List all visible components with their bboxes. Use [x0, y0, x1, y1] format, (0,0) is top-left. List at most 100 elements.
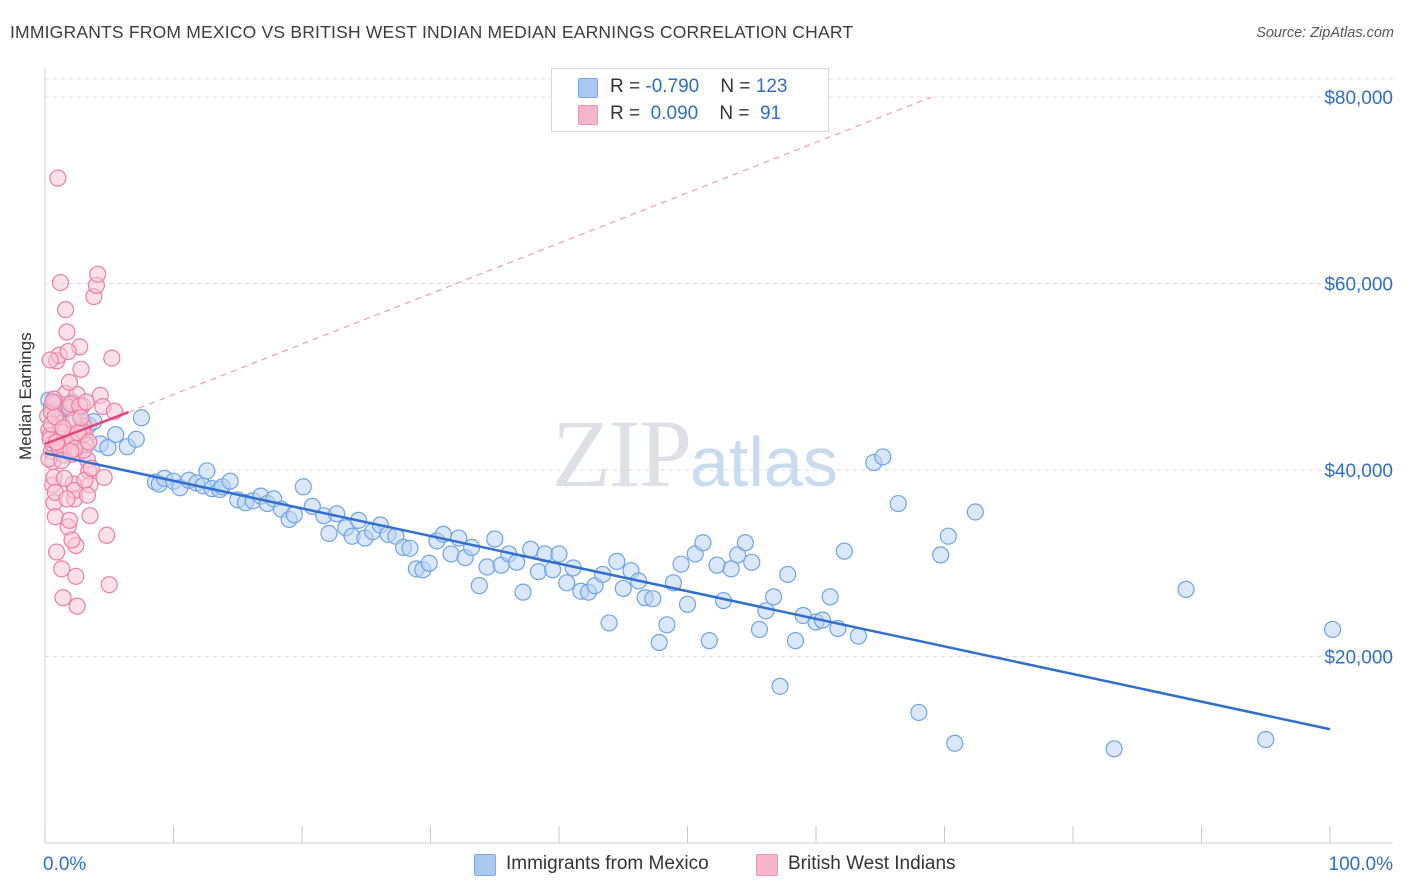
point-mexico: [946, 734, 964, 752]
point-mexico: [722, 560, 740, 578]
point-mexico: [779, 565, 797, 584]
point-mexico: [127, 430, 145, 448]
legend-n-bwi: 91: [754, 103, 782, 124]
point-mexico: [821, 588, 839, 606]
point-bwi: [53, 560, 71, 578]
point-bwi: [81, 507, 99, 525]
trend-line-mexico: [44, 451, 1331, 731]
point-bwi: [41, 351, 59, 369]
point-mexico: [932, 546, 950, 564]
point-bwi: [56, 301, 75, 319]
point-mexico: [320, 524, 338, 543]
point-mexico: [486, 530, 504, 548]
point-bwi: [59, 342, 77, 361]
point-bwi: [68, 597, 86, 615]
x-tick-label-min: 0.0%: [43, 854, 86, 875]
point-mexico: [294, 478, 312, 496]
point-bwi: [78, 486, 97, 504]
point-bwi: [63, 531, 81, 549]
point-mexico: [910, 703, 928, 722]
point-bwi: [72, 409, 90, 427]
point-mexico: [729, 546, 747, 564]
x-tick-label-max: 100.0%: [1329, 854, 1394, 875]
point-bwi: [89, 265, 107, 283]
point-mexico: [514, 583, 532, 601]
point-bwi: [58, 323, 76, 341]
point-mexico: [608, 552, 626, 570]
source-label: Source: ZipAtlas.com: [1256, 25, 1394, 41]
point-mexico: [198, 462, 216, 480]
correlation-legend: R = -0.790 N = 123 R = 0.090 N = 91: [551, 68, 829, 132]
legend-swatch-bwi: [578, 105, 598, 125]
point-mexico: [1177, 580, 1195, 598]
chart-title: IMMIGRANTS FROM MEXICO VS BRITISH WEST I…: [10, 22, 854, 42]
watermark-atlas: atlas: [690, 423, 838, 501]
point-bwi: [47, 543, 66, 561]
point-mexico: [401, 539, 419, 557]
point-mexico: [694, 534, 712, 552]
legend-text-bwi: R = 0.090 N = 91: [610, 103, 782, 124]
point-bwi: [60, 511, 79, 529]
y-axis-label: Median Earnings: [16, 332, 35, 460]
legend-swatch-mexico: [578, 78, 598, 98]
point-mexico: [757, 602, 775, 620]
point-mexico: [750, 620, 769, 639]
bottom-legend-swatch-bwi: [756, 854, 778, 876]
point-bwi: [100, 576, 118, 594]
y-tick-label: $40,000: [1324, 461, 1393, 482]
point-mexico: [614, 579, 632, 598]
trend-line-bwi: [44, 411, 129, 446]
point-mexico: [700, 632, 718, 650]
point-mexico: [874, 448, 892, 466]
point-mexico: [420, 554, 438, 572]
point-bwi: [103, 349, 121, 367]
legend-n-mexico: 123: [755, 76, 788, 97]
point-bwi: [55, 469, 73, 487]
point-mexico: [644, 590, 662, 608]
point-bwi: [54, 589, 72, 607]
point-mexico: [463, 538, 481, 556]
bottom-legend-label-mexico: Immigrants from Mexico: [506, 853, 709, 874]
point-mexico: [835, 542, 853, 560]
point-bwi: [80, 433, 98, 451]
point-mexico: [99, 439, 117, 457]
legend-text-mexico: R = -0.790 N = 123: [610, 76, 788, 97]
point-bwi: [49, 169, 67, 187]
trend-extension-bwi: [128, 96, 932, 413]
bottom-legend-label-bwi: British West Indians: [788, 853, 956, 874]
point-mexico: [771, 677, 789, 695]
point-bwi: [44, 393, 62, 411]
point-mexico: [708, 556, 726, 574]
point-bwi: [58, 490, 76, 508]
point-mexico: [107, 425, 125, 444]
point-bwi: [72, 360, 90, 378]
point-mexico: [743, 553, 761, 571]
point-mexico: [889, 494, 907, 513]
point-bwi: [60, 373, 79, 391]
point-mexico: [550, 545, 568, 563]
y-tick-label: $80,000: [1324, 88, 1393, 109]
y-tick-label: $60,000: [1324, 275, 1393, 296]
point-mexico: [1257, 730, 1275, 749]
point-mexico: [132, 409, 150, 427]
point-mexico: [1105, 740, 1123, 758]
legend-r-mexico: -0.790: [645, 76, 700, 97]
point-mexico: [966, 503, 984, 521]
point-mexico: [939, 527, 957, 545]
point-mexico: [529, 563, 548, 581]
point-mexico: [658, 616, 676, 634]
point-mexico: [1323, 620, 1342, 639]
point-mexico: [736, 534, 754, 552]
point-mexico: [650, 633, 668, 652]
point-mexico: [478, 558, 496, 576]
point-bwi: [46, 508, 64, 526]
watermark-zip: ZIP: [552, 400, 692, 507]
watermark: ZIPatlas: [552, 398, 838, 509]
point-mexico: [672, 555, 690, 573]
point-mexico: [764, 588, 783, 606]
point-mexico: [470, 577, 488, 595]
point-mexico: [442, 545, 460, 563]
point-bwi: [51, 273, 70, 292]
point-mexico: [678, 595, 697, 613]
